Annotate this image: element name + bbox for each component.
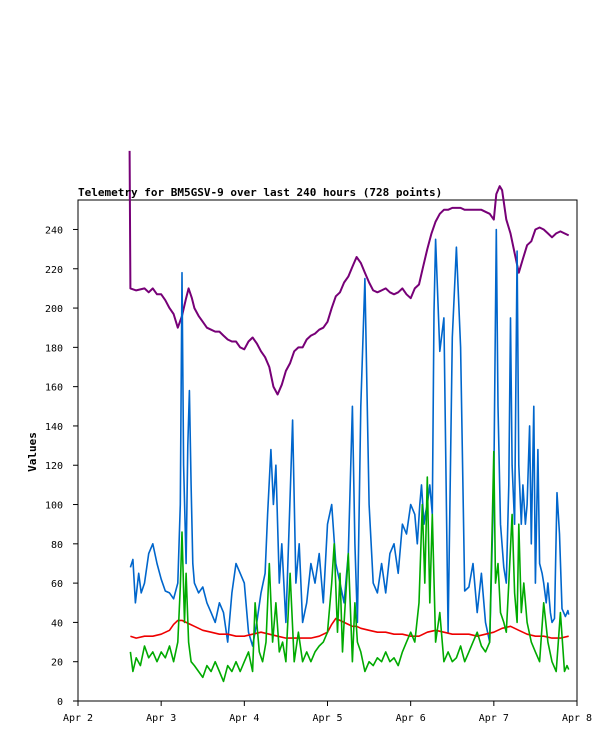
y-tick-label: 100 — [45, 501, 63, 512]
y-tick-label: 140 — [45, 422, 63, 433]
x-tick-label: Apr 5 — [312, 713, 342, 724]
series-line-2 — [129, 228, 570, 647]
chart-title: Telemetry for BM5GSV-9 over last 240 hou… — [78, 186, 442, 199]
series-layer — [128, 150, 570, 683]
y-tick-label: 120 — [45, 461, 63, 472]
x-tick-label: Apr 7 — [479, 713, 509, 724]
series-line-4 — [129, 450, 570, 683]
y-tick-label: 220 — [45, 265, 63, 276]
x-tick-label: Apr 2 — [63, 713, 93, 724]
x-tick-label: Apr 6 — [396, 713, 426, 724]
y-tick-label: 0 — [57, 697, 63, 708]
y-tick-label: 20 — [51, 658, 63, 669]
axis-layer: 0 20 40 60 80 100 120 140 160 180 200 220 240 Apr 2 Ap… — [45, 225, 592, 724]
series-line-1 — [128, 150, 570, 396]
y-axis-label: Values — [26, 432, 39, 472]
y-tick-label: 80 — [51, 540, 63, 551]
y-tick-label: 40 — [51, 618, 63, 629]
x-tick-label: Apr 8 — [562, 713, 592, 724]
y-tick-label: 200 — [45, 304, 63, 315]
x-tick-label: Apr 3 — [146, 713, 176, 724]
y-tick-label: 60 — [51, 579, 63, 590]
x-tick-label: Apr 4 — [229, 713, 259, 724]
y-tick-label: 180 — [45, 343, 63, 354]
y-tick-label: 160 — [45, 383, 63, 394]
y-tick-label: 240 — [45, 225, 63, 236]
